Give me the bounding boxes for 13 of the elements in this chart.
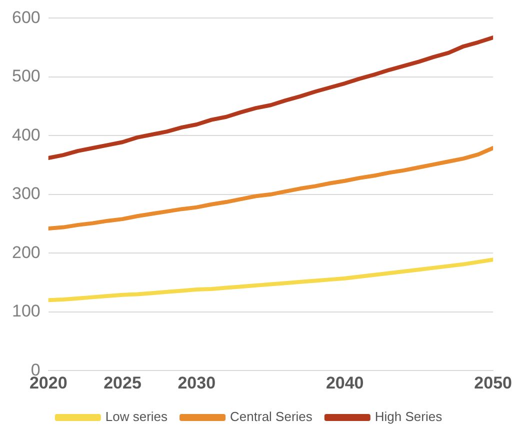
legend-label: Central Series [230, 409, 313, 424]
x-tick-label: 2025 [104, 373, 142, 392]
x-tick-label: 2050 [474, 373, 512, 392]
y-tick-label: 600 [12, 8, 40, 27]
y-tick-label: 400 [12, 125, 40, 144]
y-tick-label: 500 [12, 66, 40, 86]
y-tick-label: 100 [12, 302, 40, 321]
legend-label: Low series [105, 409, 168, 424]
y-tick-label: 200 [12, 242, 40, 262]
legend-label: High Series [374, 409, 443, 424]
x-tick-label: 2030 [178, 373, 216, 392]
x-tick-label: 2040 [326, 373, 364, 392]
y-tick-label: 300 [12, 184, 40, 204]
